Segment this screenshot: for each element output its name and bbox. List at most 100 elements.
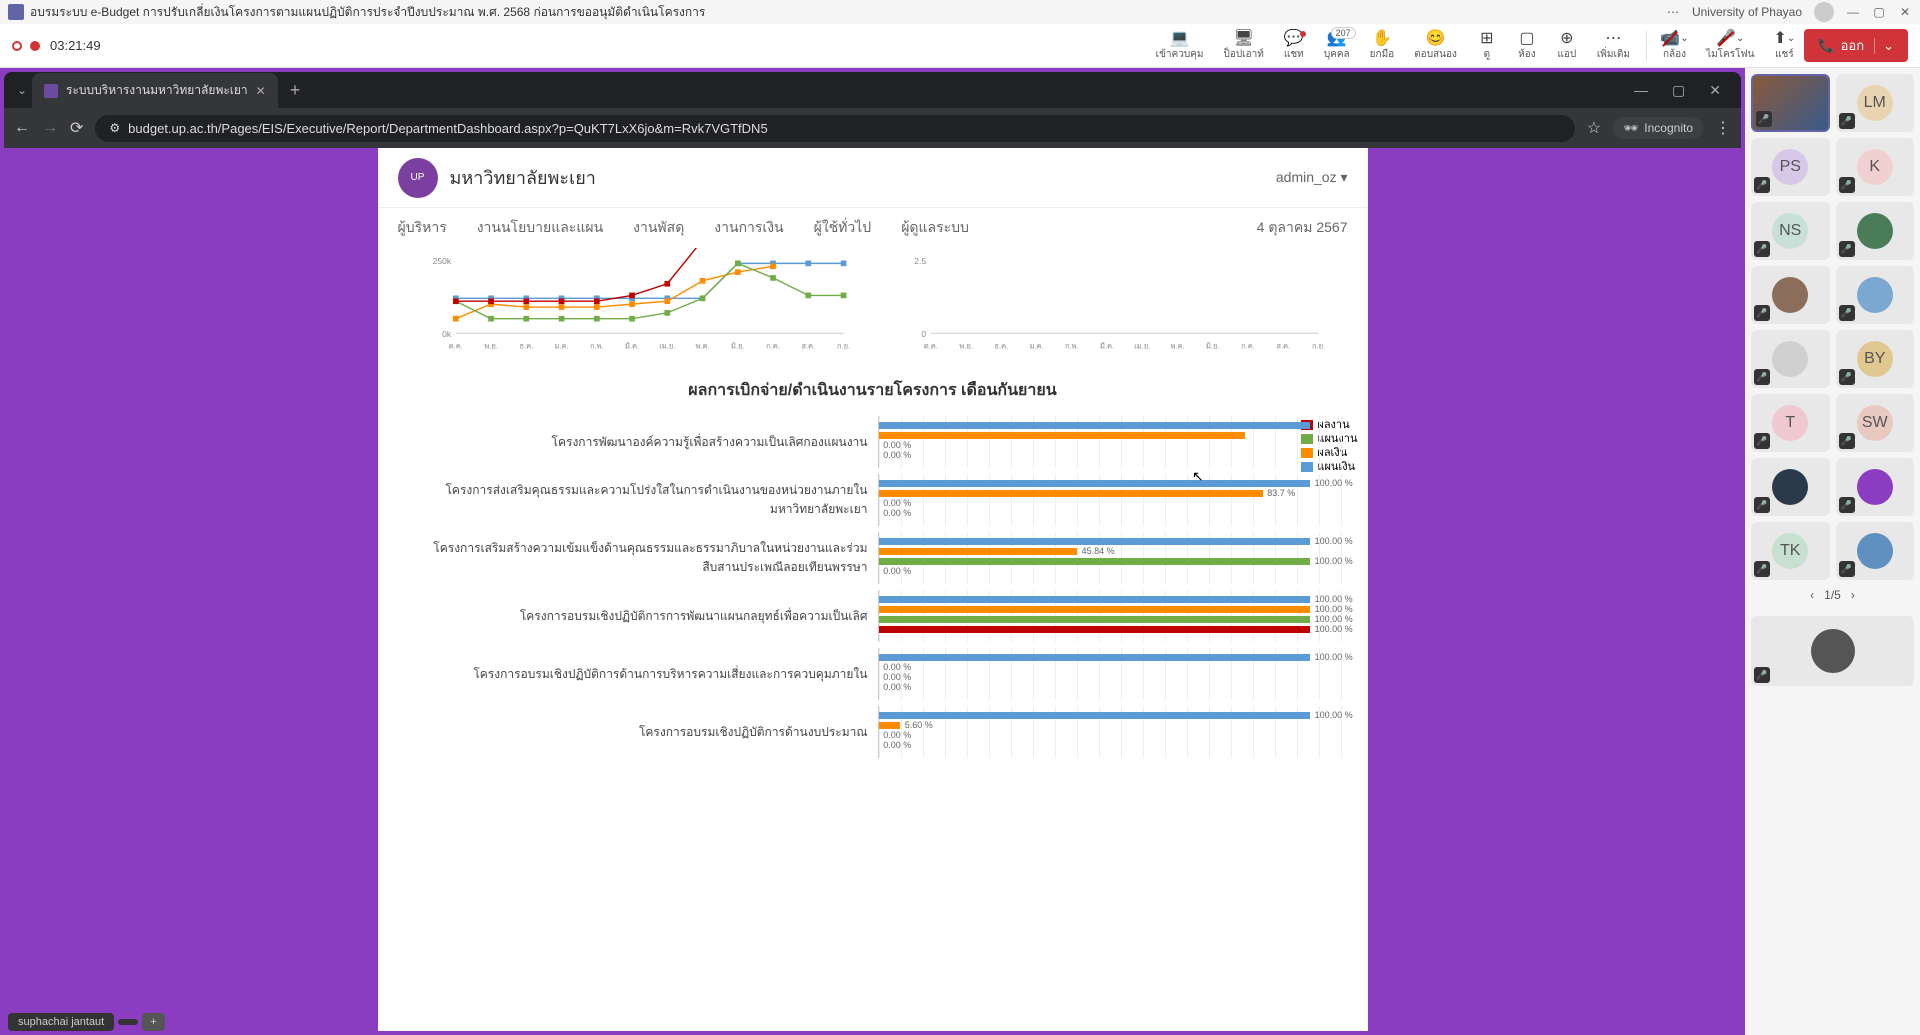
browser-url-bar: ← → ⟳ ⚙ budget.up.ac.th/Pages/EIS/Execut… (4, 108, 1741, 148)
participant-tile[interactable]: BY🎤 (1836, 330, 1915, 388)
participant-pager: ‹ 1/5 › (1751, 580, 1914, 610)
svg-text:250k: 250k (432, 256, 451, 266)
meeting-ห้อง-button[interactable]: ▢ห้อง (1507, 29, 1547, 62)
minimize-button[interactable]: — (1846, 5, 1860, 19)
participant-tile[interactable]: NS🎤 (1751, 202, 1830, 260)
project-row: โครงการเสริมสร้างความเข้มแข็งด้านคุณธรรม… (398, 529, 1348, 587)
browser-menu-icon[interactable]: ⋮ (1715, 118, 1731, 138)
svg-text:2.5: 2.5 (914, 256, 926, 266)
site-nav: ผู้บริหาร งานนโยบายและแผน งานพัสดุ งานการเง… (378, 208, 1368, 248)
mic-muted-icon: 🎤 (1839, 177, 1855, 193)
participant-tile[interactable]: K🎤 (1836, 138, 1915, 196)
svg-text:ต.ค.: ต.ค. (923, 341, 937, 350)
svg-text:เม.ย.: เม.ย. (1134, 341, 1150, 350)
meeting-เข้าควบคุม-button[interactable]: 💻เข้าควบคุม (1146, 29, 1214, 62)
browser-maximize[interactable]: ▢ (1660, 82, 1697, 99)
back-button[interactable]: ← (14, 119, 30, 137)
svg-text:ก.ย.: ก.ย. (836, 341, 849, 350)
teams-app-icon (8, 4, 24, 20)
participant-tile[interactable]: 🎤 (1836, 202, 1915, 260)
nav-tab[interactable]: ผู้บริหาร (398, 217, 447, 239)
svg-text:ก.ค.: ก.ค. (766, 341, 780, 350)
maximize-button[interactable]: ▢ (1872, 5, 1886, 19)
url-field[interactable]: ⚙ budget.up.ac.th/Pages/EIS/Executive/Re… (95, 115, 1574, 142)
project-row: โครงการอบรมเชิงปฏิบัติการด้านงบประมาณ100… (398, 703, 1348, 761)
self-video-tile[interactable]: 🎤 (1751, 616, 1914, 686)
mic-muted-icon: 🎤 (1754, 433, 1770, 449)
page-date: 4 ตุลาคม 2567 (1257, 217, 1348, 239)
meeting-ดู-button[interactable]: ⊞ดู (1467, 29, 1507, 62)
participant-tile[interactable]: SW🎤 (1836, 394, 1915, 452)
browser-close[interactable]: ✕ (1697, 82, 1733, 99)
project-bars: 100.00 %5.60 %0.00 %0.00 % (878, 706, 1348, 758)
tab-close-icon[interactable]: ✕ (256, 84, 266, 98)
browser-tab[interactable]: ระบบบริหารงานมหาวิทยาลัยพะเยา ✕ (32, 73, 278, 108)
project-bars: 0.00 %0.00 % (878, 416, 1348, 468)
mic-muted-icon: 🎤 (1839, 497, 1855, 513)
meeting-กล้อง-button[interactable]: 📹 ⌄กล้อง (1653, 29, 1696, 62)
user-dropdown[interactable]: admin_oz ▾ (1276, 169, 1348, 186)
svg-text:ก.ย.: ก.ย. (1311, 341, 1324, 350)
meeting-ป็อปเอาท์-button[interactable]: 🖥ป็อปเอาท์ (1213, 29, 1273, 62)
participant-tile[interactable]: 🎤 (1836, 266, 1915, 324)
participant-tile[interactable]: 🎤 (1751, 458, 1830, 516)
participant-tile[interactable]: T🎤 (1751, 394, 1830, 452)
meeting-แชท-button[interactable]: 💬แชท (1274, 29, 1314, 62)
svg-text:พ.ย.: พ.ย. (484, 341, 498, 350)
taskbar-add[interactable]: + (142, 1013, 164, 1031)
project-bars: 100.00 %45.84 %100.00 %0.00 % (878, 532, 1348, 584)
meeting-บุคคล-button[interactable]: 👥บุคคล207 (1314, 29, 1360, 62)
participant-tile[interactable]: PS🎤 (1751, 138, 1830, 196)
tab-dropdown-icon[interactable]: ⌄ (12, 83, 32, 97)
meeting-ยกมือ-button[interactable]: ✋ยกมือ (1360, 29, 1405, 62)
mic-muted-icon: 🎤 (1839, 113, 1855, 129)
incognito-icon: 🕶 (1623, 121, 1638, 135)
meeting-เพิ่มเติม-button[interactable]: ⋯เพิ่มเติม (1587, 29, 1640, 62)
participant-tile[interactable]: 🎤 (1836, 458, 1915, 516)
close-button[interactable]: ✕ (1898, 5, 1912, 19)
taskbar-tab-2[interactable] (118, 1019, 138, 1025)
page-indicator: 1/5 (1824, 588, 1841, 602)
nav-tab[interactable]: งานพัสดุ (633, 217, 684, 239)
meeting-แอป-button[interactable]: ⊕แอป (1547, 29, 1587, 62)
line-chart-right: 2.50ต.ค.พ.ย.ธ.ค.ม.ค.ก.พ.มี.ค.เม.ย.พ.ค.มิ… (893, 248, 1328, 358)
leave-button[interactable]: 📞ออก⌄ (1804, 29, 1908, 62)
nav-tab[interactable]: ผู้ใช้ทั่วไป (814, 217, 872, 239)
meeting-title: อบรมระบบ e-Budget การปรับเกลี่ยเงินโครงก… (30, 3, 705, 22)
more-icon[interactable]: ⋯ (1667, 5, 1680, 19)
participant-tile[interactable]: 🎤 (1751, 74, 1830, 132)
reload-button[interactable]: ⟳ (70, 118, 83, 138)
taskbar-tab[interactable]: suphachai jantaut (8, 1013, 114, 1031)
site-info-icon[interactable]: ⚙ (109, 121, 120, 135)
svg-text:ต.ค.: ต.ค. (448, 341, 462, 350)
project-label: โครงการพัฒนาองค์ความรู้เพื่อสร้างความเป็… (398, 433, 878, 452)
nav-tab[interactable]: งานการเงิน (714, 217, 783, 239)
project-row: โครงการอบรมเชิงปฏิบัติการการพัฒนาแผนกลยุ… (398, 587, 1348, 645)
page-prev[interactable]: ‹ (1810, 588, 1814, 602)
page-next[interactable]: › (1851, 588, 1855, 602)
user-avatar[interactable] (1814, 2, 1834, 22)
url-text: budget.up.ac.th/Pages/EIS/Executive/Repo… (128, 121, 768, 136)
meeting-ตอบสนอง-button[interactable]: 😊ตอบสนอง (1404, 29, 1467, 62)
participants-panel: 🎤LM🎤PS🎤K🎤NS🎤🎤🎤🎤🎤BY🎤T🎤SW🎤🎤🎤TK🎤🎤 ‹ 1/5 › 🎤 (1745, 68, 1920, 1035)
participant-tile[interactable]: 🎤 (1751, 266, 1830, 324)
org-name: University of Phayao (1692, 5, 1802, 19)
svg-text:พ.ค.: พ.ค. (1170, 341, 1184, 350)
project-row: โครงการอบรมเชิงปฏิบัติการด้านการบริหารคว… (398, 645, 1348, 703)
meeting-ไมโครโฟน-button[interactable]: 🎤 ⌄ไมโครโฟน (1696, 29, 1764, 62)
forward-button[interactable]: → (42, 119, 58, 137)
participant-tile[interactable]: 🎤 (1836, 522, 1915, 580)
meeting-แชร์-button[interactable]: ⬆ ⌄แชร์ (1764, 29, 1804, 62)
bookmark-icon[interactable]: ☆ (1587, 118, 1601, 138)
participant-tile[interactable]: LM🎤 (1836, 74, 1915, 132)
nav-tab[interactable]: งานนโยบายและแผน (477, 217, 603, 239)
mic-muted-icon: 🎤 (1754, 241, 1770, 257)
incognito-badge[interactable]: 🕶 Incognito (1613, 117, 1703, 139)
participant-tile[interactable]: TK🎤 (1751, 522, 1830, 580)
participant-tile[interactable]: 🎤 (1751, 330, 1830, 388)
browser-minimize[interactable]: — (1622, 82, 1660, 98)
project-bars: 100.00 %0.00 %0.00 %0.00 % (878, 648, 1348, 700)
nav-tab[interactable]: ผู้ดูแลระบบ (901, 217, 969, 239)
svg-text:มิ.ย.: มิ.ย. (1205, 341, 1219, 350)
new-tab-button[interactable]: + (278, 80, 313, 101)
